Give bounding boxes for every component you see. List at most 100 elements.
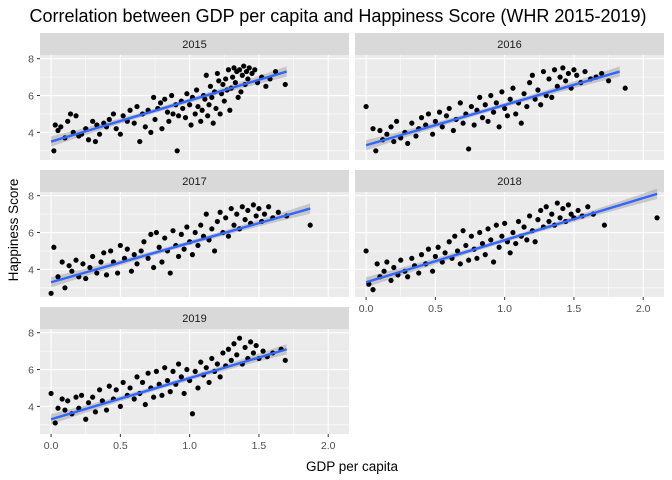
data-point bbox=[99, 398, 105, 404]
data-point bbox=[159, 259, 165, 265]
data-point bbox=[253, 342, 259, 349]
data-point bbox=[391, 264, 397, 271]
x-tick-label: 1.0 bbox=[497, 303, 512, 315]
x-tick-label: 0.5 bbox=[428, 303, 443, 315]
data-point bbox=[370, 287, 376, 293]
data-point bbox=[117, 242, 123, 249]
data-point bbox=[142, 124, 148, 130]
data-point bbox=[162, 235, 168, 241]
data-point bbox=[250, 350, 256, 356]
data-point bbox=[479, 240, 486, 247]
data-point bbox=[554, 83, 560, 89]
data-point bbox=[184, 366, 190, 373]
data-point bbox=[425, 111, 432, 117]
data-point bbox=[571, 67, 577, 73]
data-point bbox=[518, 120, 524, 126]
data-point bbox=[145, 370, 151, 376]
data-point bbox=[211, 248, 218, 254]
data-point bbox=[454, 248, 461, 254]
data-point bbox=[398, 257, 404, 263]
data-point bbox=[59, 259, 65, 265]
data-point bbox=[543, 204, 549, 210]
data-point bbox=[474, 255, 480, 261]
data-point bbox=[457, 100, 463, 106]
data-point bbox=[532, 96, 538, 102]
data-point bbox=[560, 205, 566, 212]
data-point bbox=[223, 76, 229, 82]
data-point bbox=[206, 379, 212, 386]
data-point bbox=[55, 127, 61, 134]
data-point bbox=[468, 233, 474, 239]
data-point bbox=[59, 396, 65, 402]
data-point bbox=[460, 120, 466, 126]
data-point bbox=[538, 102, 544, 108]
data-point bbox=[601, 222, 608, 228]
data-point bbox=[175, 253, 182, 260]
data-point bbox=[599, 70, 605, 77]
data-point bbox=[565, 70, 571, 77]
data-point bbox=[210, 120, 216, 126]
data-point bbox=[496, 244, 502, 250]
data-point bbox=[225, 67, 232, 73]
data-point bbox=[535, 217, 541, 223]
data-point bbox=[103, 407, 110, 413]
data-point bbox=[98, 259, 104, 265]
chart-title: Correlation between GDP per capita and H… bbox=[30, 6, 647, 26]
data-point bbox=[524, 237, 530, 243]
panel-background bbox=[355, 192, 664, 297]
data-point bbox=[164, 377, 171, 384]
data-point bbox=[175, 361, 182, 367]
data-point bbox=[83, 416, 89, 422]
fit-line bbox=[50, 207, 311, 284]
data-point bbox=[388, 277, 394, 284]
data-point bbox=[203, 365, 209, 371]
data-point bbox=[245, 207, 251, 214]
data-point bbox=[78, 392, 85, 398]
data-point bbox=[192, 229, 198, 236]
data-point bbox=[180, 105, 186, 112]
data-point bbox=[221, 98, 227, 104]
data-point bbox=[83, 275, 89, 282]
x-tick-label: 1.5 bbox=[252, 440, 267, 452]
data-point bbox=[225, 233, 232, 239]
data-point bbox=[131, 120, 137, 126]
data-point bbox=[52, 122, 58, 128]
facet-strip-label: 2016 bbox=[497, 39, 521, 51]
data-point bbox=[582, 68, 588, 75]
data-point bbox=[184, 224, 190, 230]
y-tick-label: 4 bbox=[28, 401, 34, 413]
data-point bbox=[405, 274, 411, 280]
fit-line bbox=[50, 70, 287, 143]
x-tick-label: 2.0 bbox=[321, 440, 336, 452]
panel-background bbox=[40, 329, 349, 434]
data-point bbox=[373, 148, 379, 154]
data-point bbox=[466, 146, 472, 152]
data-point bbox=[153, 368, 159, 374]
data-point bbox=[238, 89, 244, 95]
data-point bbox=[228, 205, 234, 212]
data-point bbox=[393, 118, 400, 124]
data-point bbox=[127, 385, 133, 391]
data-point bbox=[193, 87, 200, 93]
data-point bbox=[250, 202, 256, 208]
data-point bbox=[138, 248, 144, 254]
data-point bbox=[460, 228, 466, 234]
data-point bbox=[134, 374, 140, 380]
data-point bbox=[156, 244, 162, 250]
data-point bbox=[96, 387, 103, 393]
facet-strip-label: 2017 bbox=[182, 176, 206, 188]
data-point bbox=[575, 207, 581, 214]
data-point bbox=[457, 261, 463, 267]
data-point bbox=[73, 257, 79, 263]
data-point bbox=[546, 218, 552, 225]
data-point bbox=[429, 131, 436, 137]
data-point bbox=[164, 109, 171, 115]
data-point bbox=[236, 335, 243, 341]
y-tick-label: 6 bbox=[28, 228, 34, 240]
data-point bbox=[124, 246, 130, 252]
data-point bbox=[239, 72, 245, 78]
data-point bbox=[198, 359, 204, 365]
data-point bbox=[446, 105, 452, 112]
data-point bbox=[127, 107, 133, 113]
data-point bbox=[121, 255, 128, 261]
